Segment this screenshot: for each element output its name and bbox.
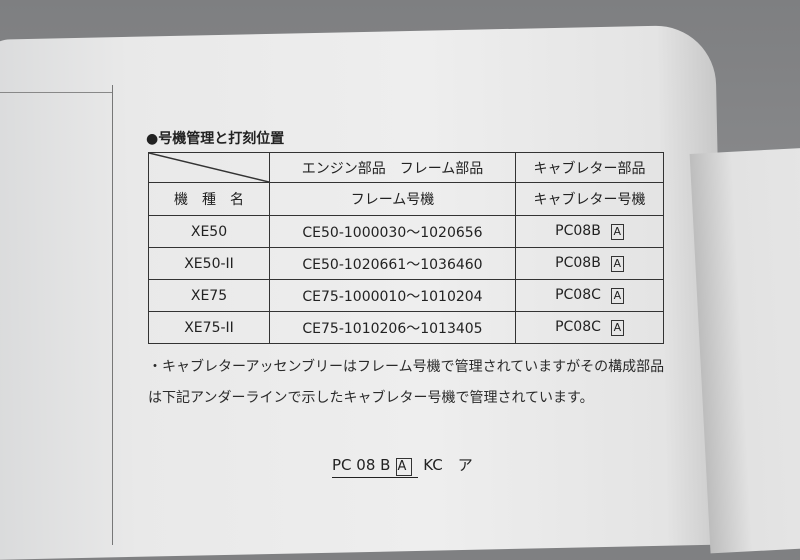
frame-cell: CE50-1000030～1020656	[269, 215, 516, 248]
table-row: XE50-II CE50-1020661～1036460 PC08B A	[148, 247, 664, 280]
carb-number: PC08C	[555, 287, 601, 303]
code-prefix: PC 08 B	[332, 456, 391, 474]
diagonal-cell	[148, 152, 270, 183]
carb-cell: PC08B A	[515, 215, 664, 248]
boxed-mark: A	[610, 320, 624, 336]
table-row: XE75 CE75-1000010～1010204 PC08C A	[148, 279, 664, 312]
carb-number: PC08B	[555, 223, 601, 239]
header-row-2: 機 種 名 フレーム号機 キャブレター号機	[148, 182, 664, 216]
code-suffix: KC ア	[423, 456, 473, 474]
boxed-mark: A	[610, 224, 624, 240]
boxed-mark: A	[396, 458, 413, 476]
boxed-mark: A	[610, 288, 624, 304]
carb-cell: PC08C A	[515, 279, 664, 312]
table-row: XE50 CE50-1000030～1020656 PC08B A	[148, 215, 664, 248]
header-cell: エンジン部品 フレーム部品	[269, 152, 516, 183]
model-cell: XE75-II	[148, 311, 270, 344]
model-cell: XE50-II	[148, 247, 270, 280]
header-cell: キャブレター部品	[515, 152, 664, 183]
header-rule	[0, 92, 112, 93]
header-cell: フレーム号機	[269, 182, 516, 216]
frame-cell: CE75-1000010～1010204	[269, 279, 516, 312]
header-cell: キャブレター号機	[515, 182, 664, 216]
note-paragraph: ・キャブレターアッセンブリーはフレーム号機で管理されていますがその構成部品は下記…	[148, 359, 665, 406]
serial-number-table: エンジン部品 フレーム部品 キャブレター部品 機 種 名 フレーム号機 キャブレ…	[148, 152, 664, 344]
carb-cell: PC08C A	[515, 311, 664, 344]
frame-cell: CE75-1010206～1013405	[269, 311, 516, 344]
header-cell: 機 種 名	[148, 182, 270, 216]
model-cell: XE75	[148, 279, 270, 312]
carb-number: PC08B	[555, 255, 601, 271]
boxed-mark: A	[610, 256, 624, 272]
table-row: XE75-II CE75-1010206～1013405 PC08C A	[148, 311, 664, 344]
margin-rule	[112, 85, 113, 545]
model-cell: XE50	[148, 215, 270, 248]
underlined-code: PC 08 B A	[332, 456, 419, 478]
header-row-1: エンジン部品 フレーム部品 キャブレター部品	[148, 152, 664, 183]
carb-number: PC08C	[555, 319, 601, 335]
carb-cell: PC08B A	[515, 247, 664, 280]
code-example: PC 08 B A KC ア	[332, 454, 473, 478]
frame-cell: CE50-1020661～1036460	[269, 247, 516, 280]
section-title: ●号機管理と打刻位置	[146, 131, 285, 147]
